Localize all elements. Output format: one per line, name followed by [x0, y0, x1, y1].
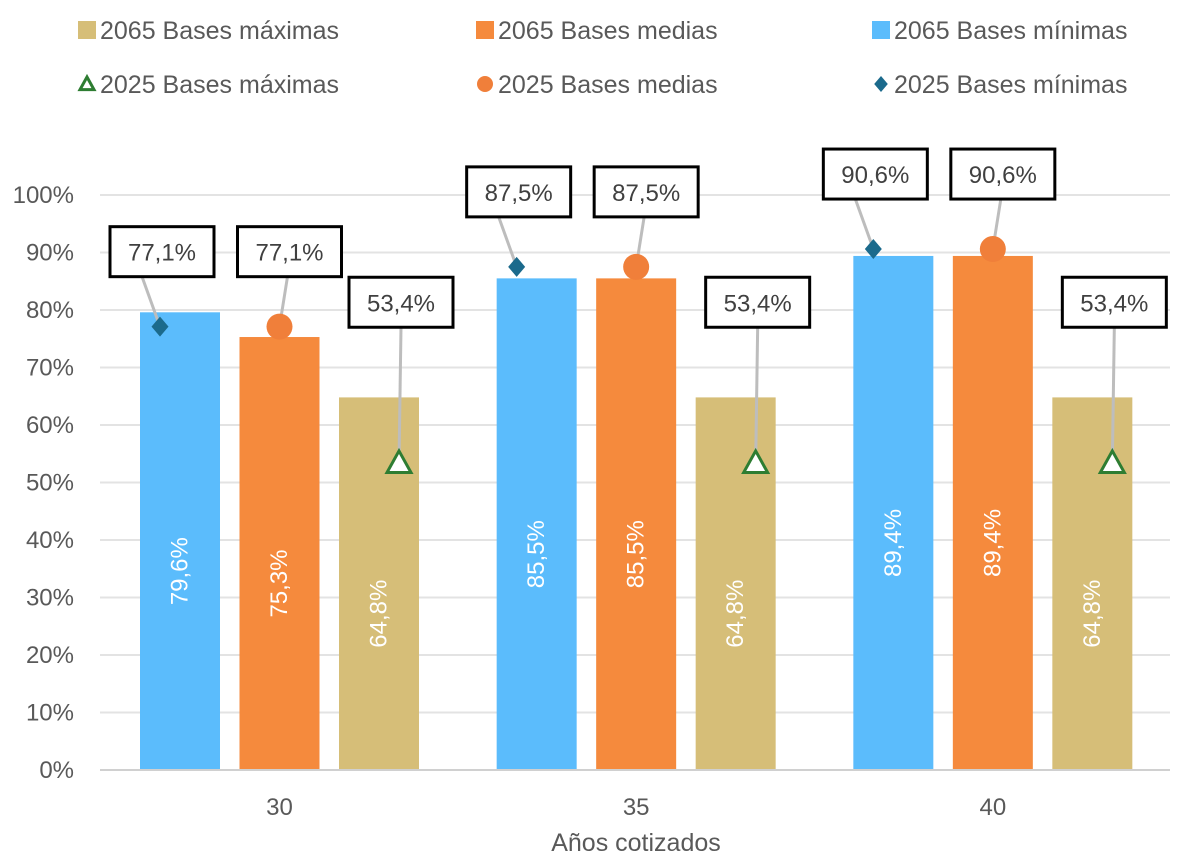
bar: [853, 255, 934, 770]
callout-leaders: [140, 198, 1116, 463]
callout-box: [704, 275, 812, 329]
y-tick-label: 30%: [26, 585, 74, 612]
y-tick-label: 60%: [26, 412, 74, 439]
y-tick-label: 80%: [26, 297, 74, 324]
bar-value-label: 85,5%: [523, 520, 550, 588]
legend-square-icon: [476, 21, 494, 39]
bars: 79,6% 85,5% 89,4% 75,3% 85,5% 89,4% 64,8% 64,8%…: [140, 255, 1133, 770]
callout-label: 53,4%: [367, 290, 435, 317]
legend-label: 2065 Bases medias: [498, 17, 718, 45]
callout-box: [592, 165, 700, 219]
bar: [596, 278, 677, 770]
callout-label: 77,1%: [128, 240, 196, 267]
callout-label: 90,6%: [841, 162, 909, 189]
bar: [496, 278, 577, 770]
callout-box: [465, 165, 573, 219]
legend-label: 2025 Bases medias: [498, 71, 718, 99]
markers: [151, 236, 1127, 475]
triangle-marker: [741, 447, 771, 475]
bar-value-label: 75,3%: [266, 549, 293, 617]
callout-label: 77,1%: [255, 240, 323, 267]
bar: [1052, 397, 1133, 770]
circle-marker: [623, 253, 650, 280]
y-tick-label: 90%: [26, 240, 74, 267]
x-tick-label: 40: [979, 794, 1006, 821]
callout-box: [236, 225, 343, 279]
callout-box: [347, 275, 455, 329]
legend: 2065 Bases máximas 2065 Bases medias 2065 …: [77, 17, 1127, 99]
triangle-marker: [1097, 447, 1127, 475]
legend-triangle-icon: [77, 73, 97, 92]
bar: [339, 397, 419, 770]
callout-box: [108, 225, 216, 279]
bar: [239, 337, 320, 770]
bar-value-label: 89,4%: [880, 509, 907, 577]
bar: [140, 312, 220, 770]
callout-leader: [140, 276, 162, 328]
callout-box: [821, 147, 929, 201]
callout-leader: [754, 327, 760, 463]
callout-leader: [497, 216, 519, 268]
legend-square-icon: [78, 21, 96, 39]
callout-label: 53,4%: [724, 290, 792, 317]
callout-leader: [397, 327, 403, 463]
bar-value-label: 64,8%: [1079, 580, 1106, 648]
x-tick-label: 35: [623, 794, 650, 821]
y-tick-label: 50%: [26, 470, 74, 497]
y-tick-label: 100%: [13, 182, 74, 209]
callout-box: [949, 147, 1057, 201]
bar-value-label: 89,4%: [979, 509, 1006, 577]
legend-square-icon: [872, 21, 890, 39]
legend-label: 2025 Bases máximas: [100, 71, 339, 99]
circle-marker: [266, 313, 293, 340]
x-tick-label: 30: [266, 794, 293, 821]
y-axis-ticks: 0% 10% 20% 30% 40% 50% 60% 70% 80% 90% 100%: [13, 182, 74, 784]
legend-label: 2065 Bases mínimas: [894, 17, 1127, 45]
bar: [695, 397, 776, 770]
legend-diamond-icon: [874, 76, 888, 92]
x-axis-ticks: 30 35 40: [266, 794, 1006, 821]
triangle-marker: [384, 447, 414, 475]
bar-value-label: 64,8%: [722, 580, 749, 648]
diamond-marker: [864, 239, 882, 260]
callout-label: 87,5%: [485, 180, 553, 207]
callout-label: 90,6%: [969, 162, 1037, 189]
callout-leader: [1110, 327, 1116, 463]
bar-value-label: 85,5%: [623, 520, 650, 588]
x-axis-title: Años cotizados: [551, 829, 721, 857]
diamond-marker: [508, 256, 526, 277]
callout-box: [1060, 275, 1168, 329]
diamond-marker: [151, 316, 169, 337]
circle-marker: [979, 236, 1006, 263]
callout-label: 87,5%: [612, 180, 680, 207]
bar: [952, 255, 1033, 770]
callout-leader: [853, 198, 875, 250]
y-tick-label: 0%: [39, 757, 74, 784]
legend-label: 2065 Bases máximas: [100, 17, 339, 45]
bar-value-label: 64,8%: [366, 580, 393, 648]
legend-label: 2025 Bases mínimas: [894, 71, 1127, 99]
y-tick-label: 20%: [26, 642, 74, 669]
bar-value-label: 79,6%: [167, 537, 194, 605]
callouts: 77,1% 87,5% 90,6% 77,1% 87,5% 90,6% 53,4% 53,4%…: [108, 147, 1168, 329]
y-tick-label: 40%: [26, 527, 74, 554]
y-tick-label: 10%: [26, 700, 74, 727]
callout-label: 53,4%: [1080, 290, 1148, 317]
legend-circle-icon: [477, 76, 493, 92]
y-tick-label: 70%: [26, 355, 74, 382]
